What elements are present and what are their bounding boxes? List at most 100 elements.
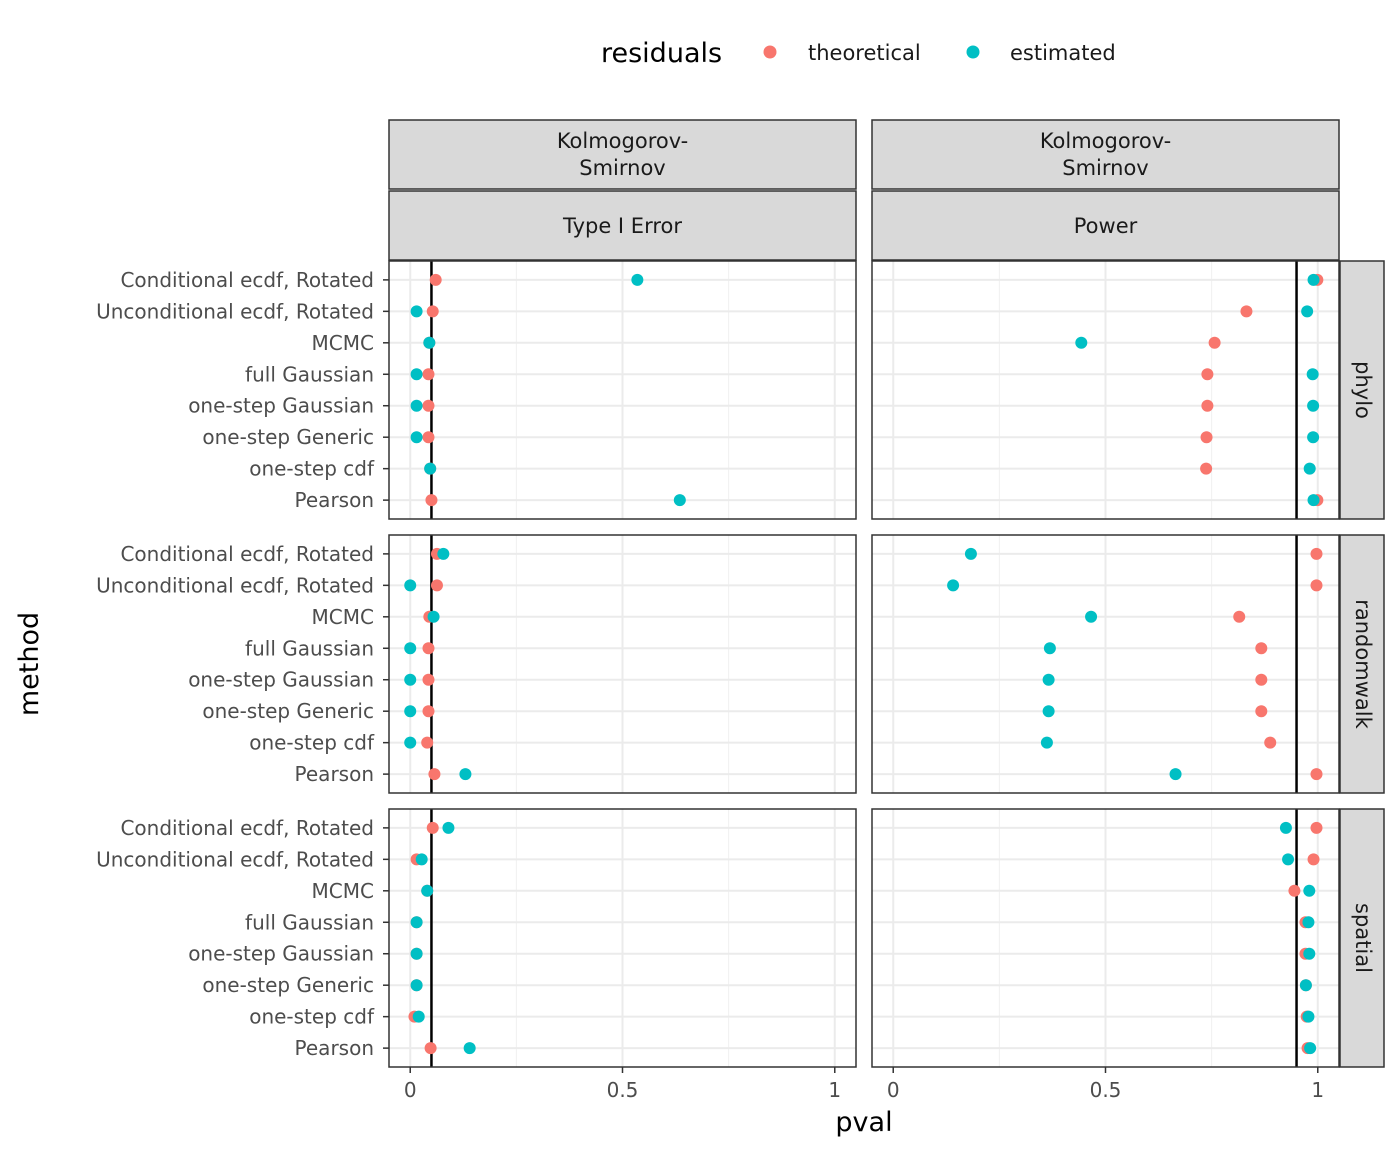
point-estimated xyxy=(424,462,437,475)
point-estimated xyxy=(1306,368,1319,381)
point-theoretical xyxy=(430,579,443,592)
point-theoretical xyxy=(1255,705,1268,718)
strip-test-label: Kolmogorov- xyxy=(557,129,688,153)
y-tick-label: Pearson xyxy=(295,1036,374,1060)
point-theoretical xyxy=(422,368,435,381)
y-tick-label: one-step cdf xyxy=(249,731,375,755)
strip-row-label: spatial xyxy=(1351,903,1375,973)
point-estimated xyxy=(404,736,417,749)
point-theoretical xyxy=(422,673,435,686)
y-tick-label: one-step Generic xyxy=(202,425,374,449)
point-estimated xyxy=(442,821,455,834)
point-estimated xyxy=(410,431,423,444)
point-theoretical xyxy=(426,305,439,318)
point-estimated xyxy=(1085,610,1098,623)
point-theoretical xyxy=(1310,768,1323,781)
point-estimated xyxy=(412,1010,425,1023)
point-estimated xyxy=(1042,673,1055,686)
point-theoretical xyxy=(1288,884,1301,897)
panel-randomwalk-1 xyxy=(871,534,1340,794)
y-tick-label: Conditional ecdf, Rotated xyxy=(120,268,374,292)
point-estimated xyxy=(1299,979,1312,992)
y-tick-label: Unconditional ecdf, Rotated xyxy=(96,573,374,597)
point-estimated xyxy=(947,579,960,592)
y-axis-title: method xyxy=(14,612,45,716)
point-estimated xyxy=(410,916,423,929)
strip-test-label: Smirnov xyxy=(1062,156,1148,180)
point-estimated xyxy=(1042,705,1055,718)
y-tick-label: MCMC xyxy=(312,605,374,629)
point-estimated xyxy=(1303,947,1316,960)
y-tick-label: full Gaussian xyxy=(245,910,374,934)
point-estimated xyxy=(1301,305,1314,318)
strip-test-label: Smirnov xyxy=(579,156,665,180)
point-theoretical xyxy=(1208,336,1221,349)
point-theoretical xyxy=(428,768,441,781)
x-tick-label: 0.5 xyxy=(1090,1078,1122,1102)
point-theoretical xyxy=(422,399,435,412)
x-tick-label: 0 xyxy=(404,1078,417,1102)
y-tick-label: one-step cdf xyxy=(249,1005,375,1029)
panel-border xyxy=(871,260,1340,520)
point-theoretical xyxy=(1310,547,1323,560)
point-estimated xyxy=(1307,399,1320,412)
point-estimated xyxy=(459,768,472,781)
legend-key-theoretical xyxy=(763,45,777,59)
point-estimated xyxy=(410,399,423,412)
point-estimated xyxy=(1304,1042,1317,1055)
x-tick-label: 0.5 xyxy=(607,1078,639,1102)
point-estimated xyxy=(410,947,423,960)
point-estimated xyxy=(404,579,417,592)
panel-border xyxy=(871,534,1340,794)
panel-phylo-1 xyxy=(871,260,1340,520)
legend-label-theoretical: theoretical xyxy=(808,41,921,65)
strip-row-label: randomwalk xyxy=(1351,599,1375,729)
point-estimated xyxy=(421,884,434,897)
strip-test-0 xyxy=(388,119,857,190)
point-estimated xyxy=(1303,884,1316,897)
point-estimated xyxy=(1303,462,1316,475)
point-estimated xyxy=(1279,821,1292,834)
y-tick-label: full Gaussian xyxy=(245,362,374,386)
legend-title: residuals xyxy=(601,38,722,69)
point-theoretical xyxy=(421,736,434,749)
y-tick-label: MCMC xyxy=(312,331,374,355)
strip-measure-label: Type I Error xyxy=(562,214,682,238)
point-estimated xyxy=(410,368,423,381)
point-estimated xyxy=(415,853,428,866)
point-estimated xyxy=(427,610,440,623)
strip-row-phylo xyxy=(1339,260,1385,520)
panel-spatial-1 xyxy=(871,808,1340,1068)
x-tick-label: 0 xyxy=(887,1078,900,1102)
point-theoretical xyxy=(424,1042,437,1055)
point-estimated xyxy=(404,642,417,655)
point-estimated xyxy=(673,494,686,507)
point-estimated xyxy=(1307,494,1320,507)
point-theoretical xyxy=(1264,736,1277,749)
y-tick-label: Unconditional ecdf, Rotated xyxy=(96,847,374,871)
y-tick-label: MCMC xyxy=(312,879,374,903)
point-theoretical xyxy=(1310,579,1323,592)
point-estimated xyxy=(1043,642,1056,655)
strip-row-label: phylo xyxy=(1351,361,1375,419)
y-tick-label: Pearson xyxy=(295,762,374,786)
strip-measure-0 xyxy=(388,190,857,261)
point-estimated xyxy=(1307,431,1320,444)
y-tick-label: one-step Generic xyxy=(202,973,374,997)
strip-test-1 xyxy=(871,119,1340,190)
point-theoretical xyxy=(1200,431,1213,444)
point-estimated xyxy=(404,705,417,718)
panel-spatial-0 xyxy=(388,808,857,1068)
point-theoretical xyxy=(1255,673,1268,686)
point-estimated xyxy=(1169,768,1182,781)
point-theoretical xyxy=(422,705,435,718)
x-tick-label: 1 xyxy=(828,1078,841,1102)
y-tick-label: Conditional ecdf, Rotated xyxy=(120,542,374,566)
strip-measure-label: Power xyxy=(1074,214,1138,238)
x-tick-label: 1 xyxy=(1311,1078,1324,1102)
point-estimated xyxy=(631,273,644,286)
point-theoretical xyxy=(422,642,435,655)
y-tick-label: Pearson xyxy=(295,488,374,512)
y-tick-label: Unconditional ecdf, Rotated xyxy=(96,299,374,323)
y-tick-label: one-step Generic xyxy=(202,699,374,723)
